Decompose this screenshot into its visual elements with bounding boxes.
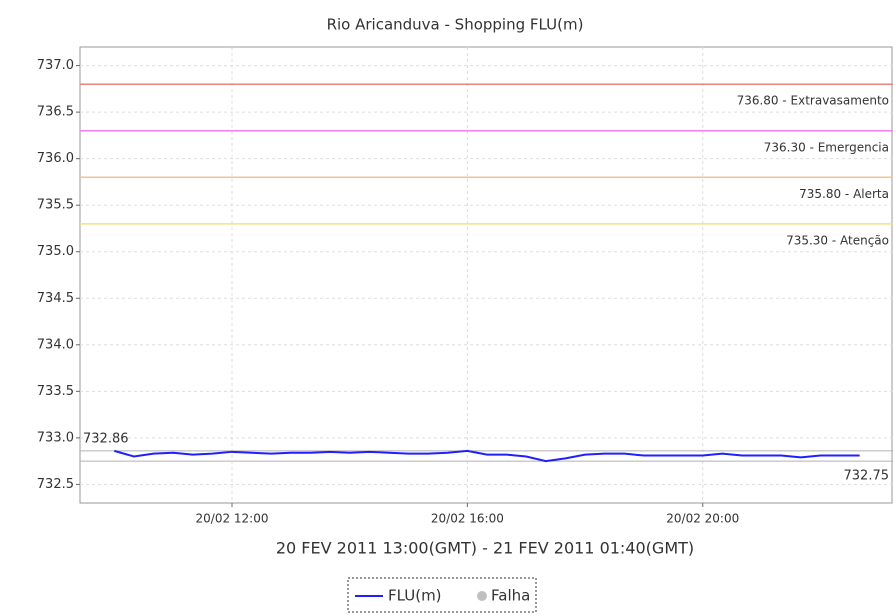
x-axis-label: 20 FEV 2011 13:00(GMT) - 21 FEV 2011 01:… <box>276 539 694 558</box>
y-tick-label: 734.5 <box>37 291 74 306</box>
legend-label: Falha <box>491 587 530 605</box>
y-tick-label: 737.0 <box>37 58 74 73</box>
legend-label: FLU(m) <box>388 587 442 605</box>
y-tick-label: 735.5 <box>37 198 74 213</box>
x-tick-label: 20/02 12:00 <box>196 512 269 526</box>
y-tick-label: 736.0 <box>37 151 74 166</box>
max-label: 732.86 <box>83 431 129 446</box>
chart-title: Rio Aricanduva - Shopping FLU(m) <box>327 16 584 34</box>
threshold-label: 736.30 - Emergencia <box>764 140 889 154</box>
legend-swatch <box>477 591 487 601</box>
x-tick-label: 20/02 20:00 <box>666 512 739 526</box>
threshold-label: 736.80 - Extravasamento <box>737 94 889 108</box>
data-line <box>114 449 860 463</box>
x-tick-label: 20/02 16:00 <box>431 512 504 526</box>
y-tick-label: 734.0 <box>37 337 74 352</box>
threshold-label: 735.30 - Atenção <box>786 233 889 247</box>
legend-box <box>347 577 537 613</box>
y-tick-label: 735.0 <box>37 244 74 259</box>
plot-area <box>79 46 893 504</box>
y-tick-label: 733.5 <box>37 384 74 399</box>
threshold-label: 735.80 - Alerta <box>799 187 889 201</box>
y-tick-label: 733.0 <box>37 430 74 445</box>
min-label: 732.75 <box>844 469 890 484</box>
y-tick-label: 732.5 <box>37 477 74 492</box>
y-tick-label: 736.5 <box>37 105 74 120</box>
